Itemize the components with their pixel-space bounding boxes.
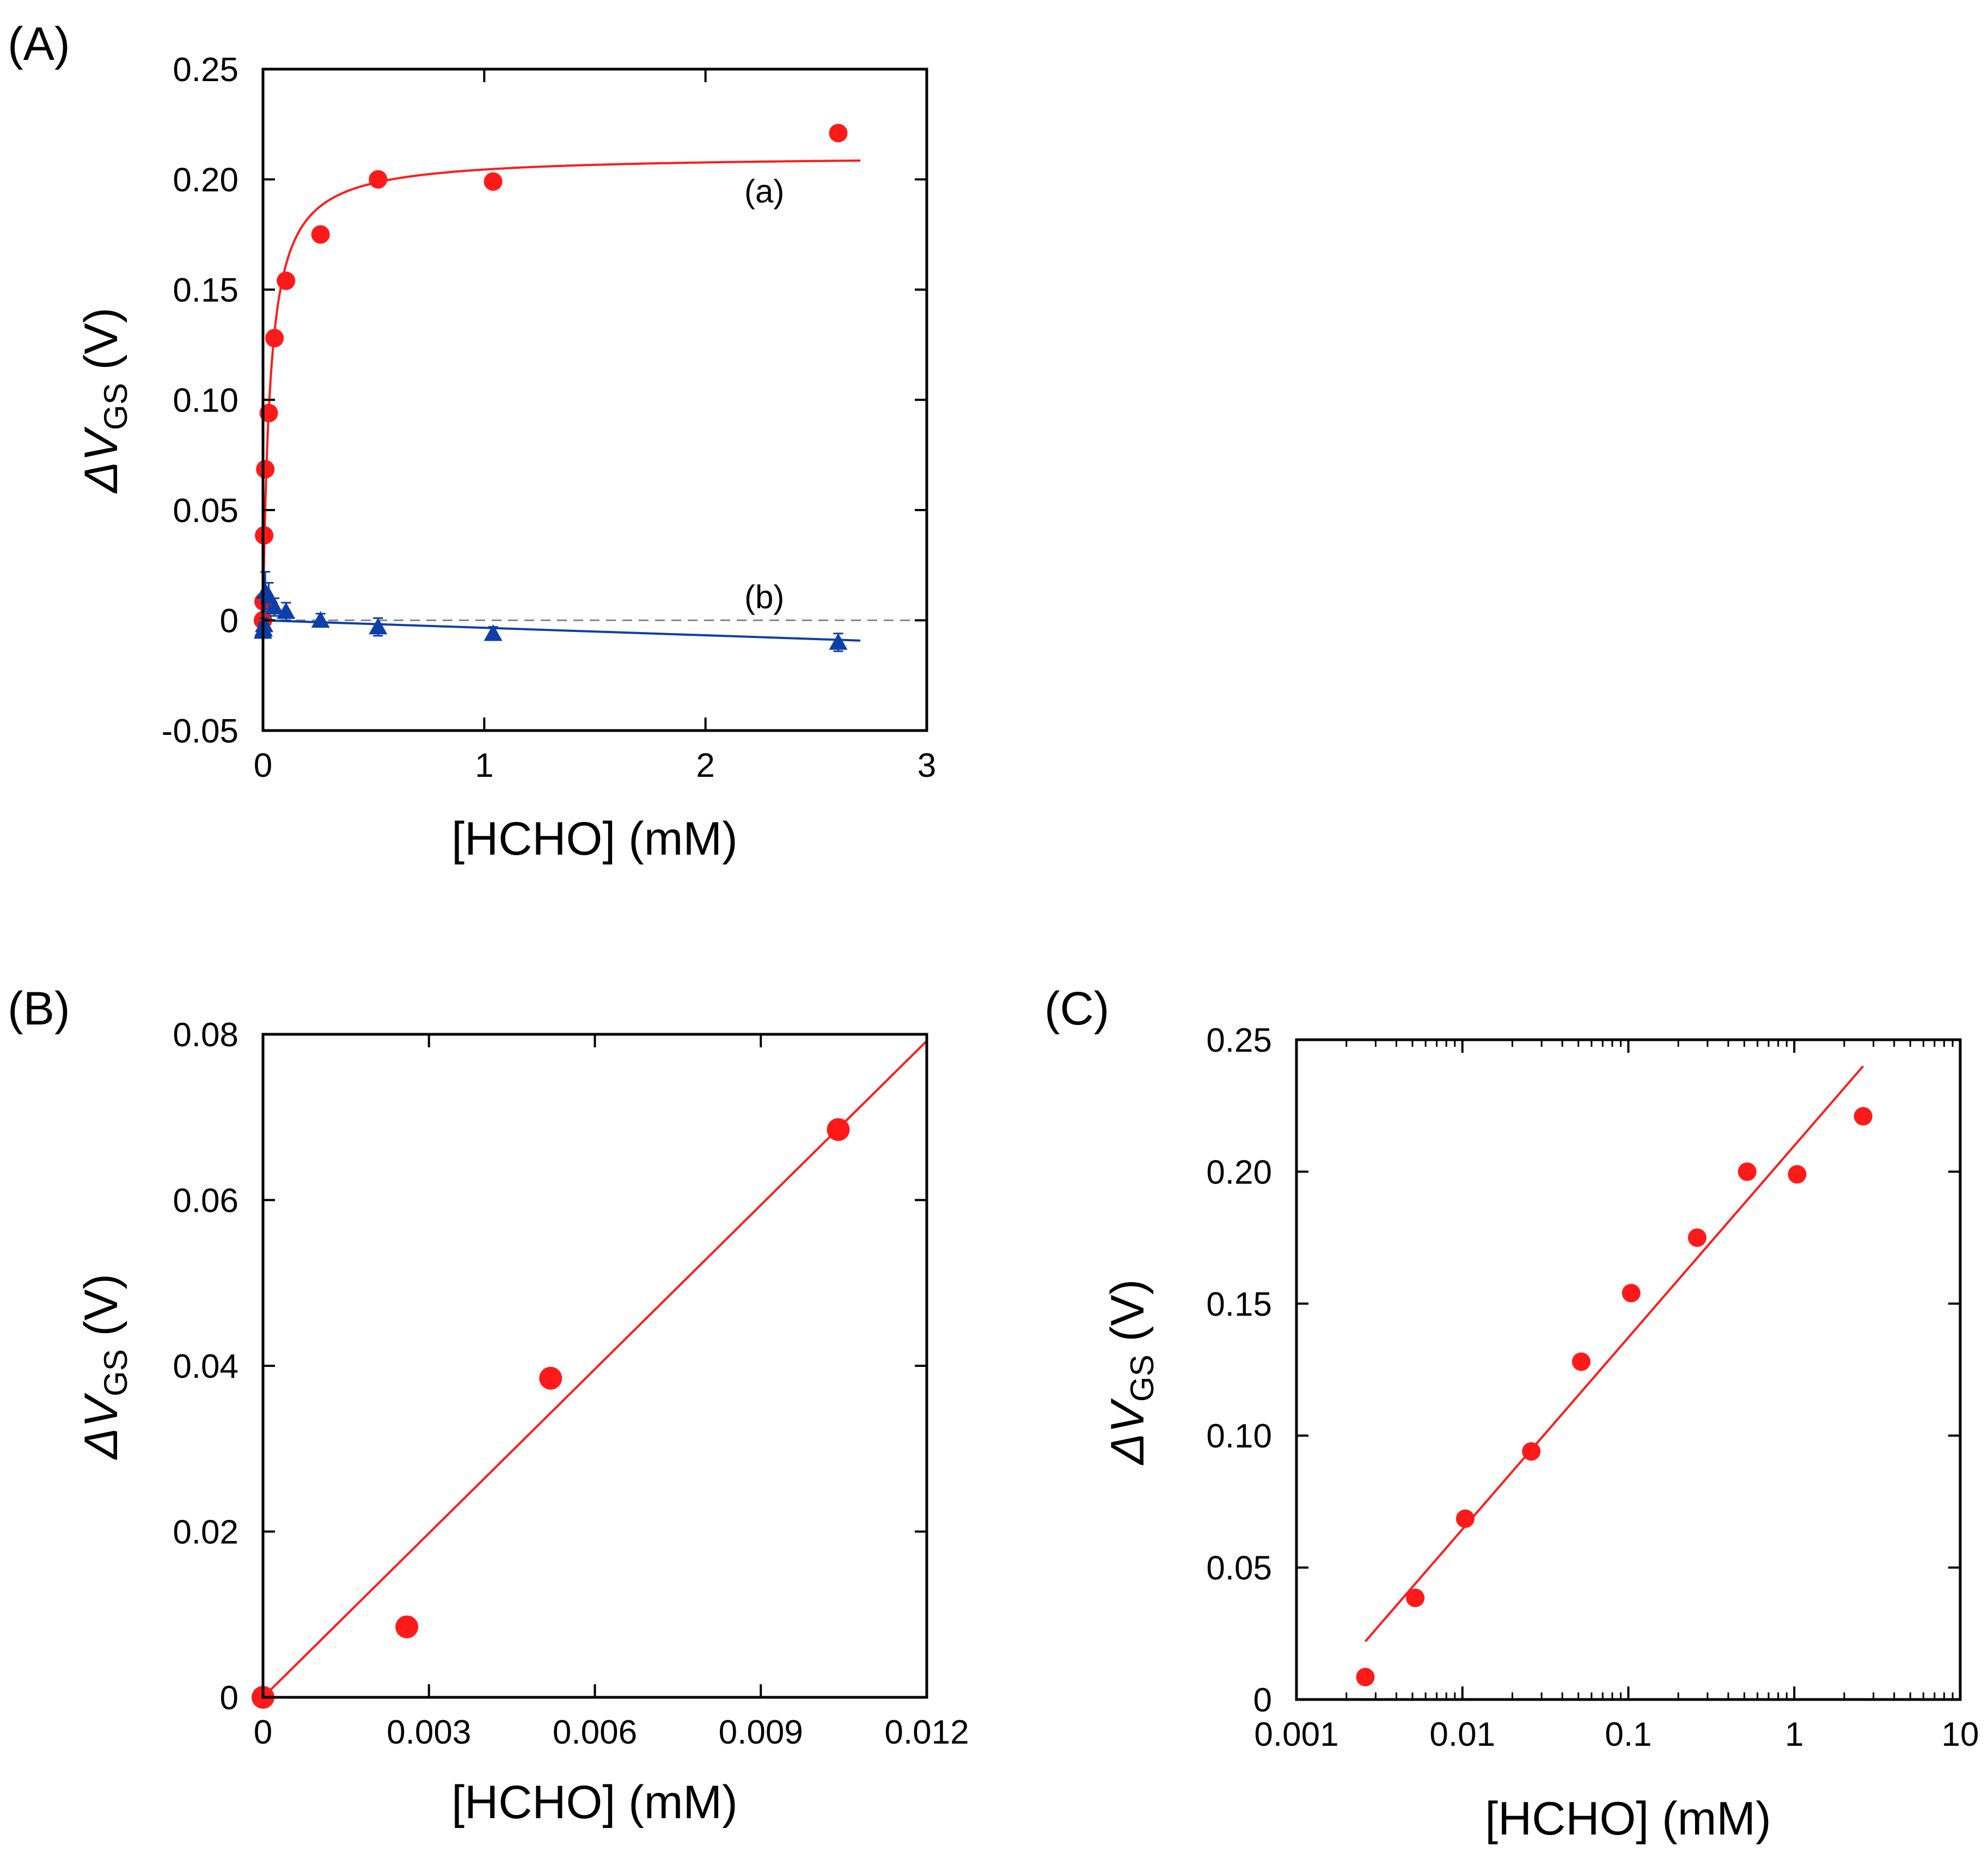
y-tick-label: 0.15 — [1206, 1286, 1272, 1323]
x-tick-label: 0.006 — [553, 1714, 637, 1751]
data-point-circle — [1455, 1509, 1475, 1528]
data-point-circle — [1788, 1165, 1807, 1184]
y-tick-label: 0.08 — [173, 1016, 238, 1054]
fit-line — [262, 619, 861, 642]
y-tick-label: 0.05 — [1206, 1550, 1272, 1587]
data-point-circle — [539, 1366, 562, 1390]
panel-a-y-axis-label: ΔVGS (V) — [75, 308, 134, 494]
y-tick-label: -0.05 — [162, 713, 238, 750]
y-tick-label: 0.20 — [1206, 1154, 1272, 1191]
y-tick-label: 0 — [220, 603, 238, 640]
fit-line — [262, 159, 861, 621]
series-a-label: (a) — [744, 173, 784, 210]
data-point-circle — [1622, 1284, 1641, 1303]
y-tick-label: 0 — [1253, 1682, 1272, 1719]
y-tick-label: 0 — [220, 1679, 238, 1717]
panel-b-label: (B) — [8, 983, 70, 1035]
x-tick-label: 0.009 — [719, 1714, 803, 1751]
data-point-circle — [829, 124, 848, 143]
x-tick-label: 0.01 — [1429, 1716, 1495, 1753]
x-tick-label: 0 — [254, 1714, 272, 1751]
y-tick-label: 0.06 — [173, 1182, 238, 1220]
data-point-circle — [1738, 1162, 1757, 1181]
data-point-circle — [265, 329, 284, 348]
data-point-circle — [1854, 1107, 1873, 1126]
panel-c-chart: (C) 0 0.05 0.10 0.15 0.20 0.25 0.001 0.01 0.1 1 10… — [1044, 983, 1979, 1845]
data-point-triangle — [311, 611, 330, 628]
panel-c-label: (C) — [1044, 983, 1109, 1035]
data-point-circle — [369, 170, 388, 189]
x-tick-label: 0 — [254, 747, 272, 784]
data-point-circle — [1356, 1667, 1375, 1686]
y-tick-label: 0.15 — [173, 272, 238, 309]
data-point-triangle — [484, 624, 503, 641]
data-point-circle — [1522, 1442, 1541, 1461]
series-b-label: (b) — [744, 579, 784, 615]
y-tick-label: 0.25 — [1206, 1022, 1272, 1059]
x-tick-label: 10 — [1942, 1716, 1979, 1753]
x-tick-label: 0.001 — [1254, 1716, 1338, 1753]
panel-b-y-axis-label: ΔVGS (V) — [75, 1274, 134, 1460]
y-tick-label: 0.10 — [1206, 1418, 1272, 1455]
y-tick-label: 0.10 — [173, 382, 238, 420]
x-tick-label: 2 — [696, 747, 714, 784]
data-point-triangle — [829, 633, 848, 650]
panel-a-x-axis-label: [HCHO] (mM) — [451, 813, 737, 865]
panel-c-x-axis-label: [HCHO] (mM) — [1485, 1793, 1771, 1845]
panel-b-x-axis-label: [HCHO] (mM) — [451, 1776, 737, 1829]
data-point-circle — [311, 225, 330, 244]
data-point-circle — [256, 460, 275, 479]
x-tick-label: 0.003 — [387, 1714, 471, 1751]
y-tick-label: 0.02 — [173, 1514, 238, 1551]
panel-c-y-axis-label: ΔVGS (V) — [1102, 1279, 1160, 1465]
data-point-circle — [484, 172, 503, 191]
x-tick-label: 1 — [1785, 1716, 1803, 1753]
data-point-circle — [277, 271, 296, 290]
data-point-circle — [395, 1615, 419, 1639]
y-tick-label: 0.25 — [173, 51, 238, 89]
panel-c-frame — [1295, 1038, 1962, 1701]
panel-a-label: (A) — [8, 18, 70, 70]
data-point-triangle — [277, 602, 296, 619]
y-tick-label: 0.05 — [173, 492, 238, 530]
panel-a-chart: (A) -0.05 0 0.05 0.10 0.15 0.20 0.25 0 1 2 3 (a) (… — [8, 18, 936, 865]
data-point-triangle — [265, 598, 284, 615]
x-tick-label: 3 — [917, 747, 936, 784]
fit-line — [1364, 1065, 1864, 1642]
y-tick-label: 0.20 — [173, 162, 238, 199]
x-tick-label: 0.012 — [884, 1714, 969, 1751]
data-point-circle — [1406, 1588, 1425, 1608]
data-point-circle — [827, 1118, 850, 1142]
data-point-circle — [1571, 1352, 1591, 1371]
fit-line — [262, 1040, 928, 1698]
panel-b-chart: (B) 0 0.02 0.04 0.06 0.08 0 0.003 0.006 0.009 0.0… — [8, 983, 969, 1829]
data-point-triangle — [369, 617, 388, 635]
y-tick-label: 0.04 — [173, 1348, 238, 1385]
data-point-circle — [1687, 1228, 1706, 1247]
x-tick-label: 1 — [475, 747, 493, 784]
x-tick-label: 0.1 — [1605, 1716, 1651, 1753]
